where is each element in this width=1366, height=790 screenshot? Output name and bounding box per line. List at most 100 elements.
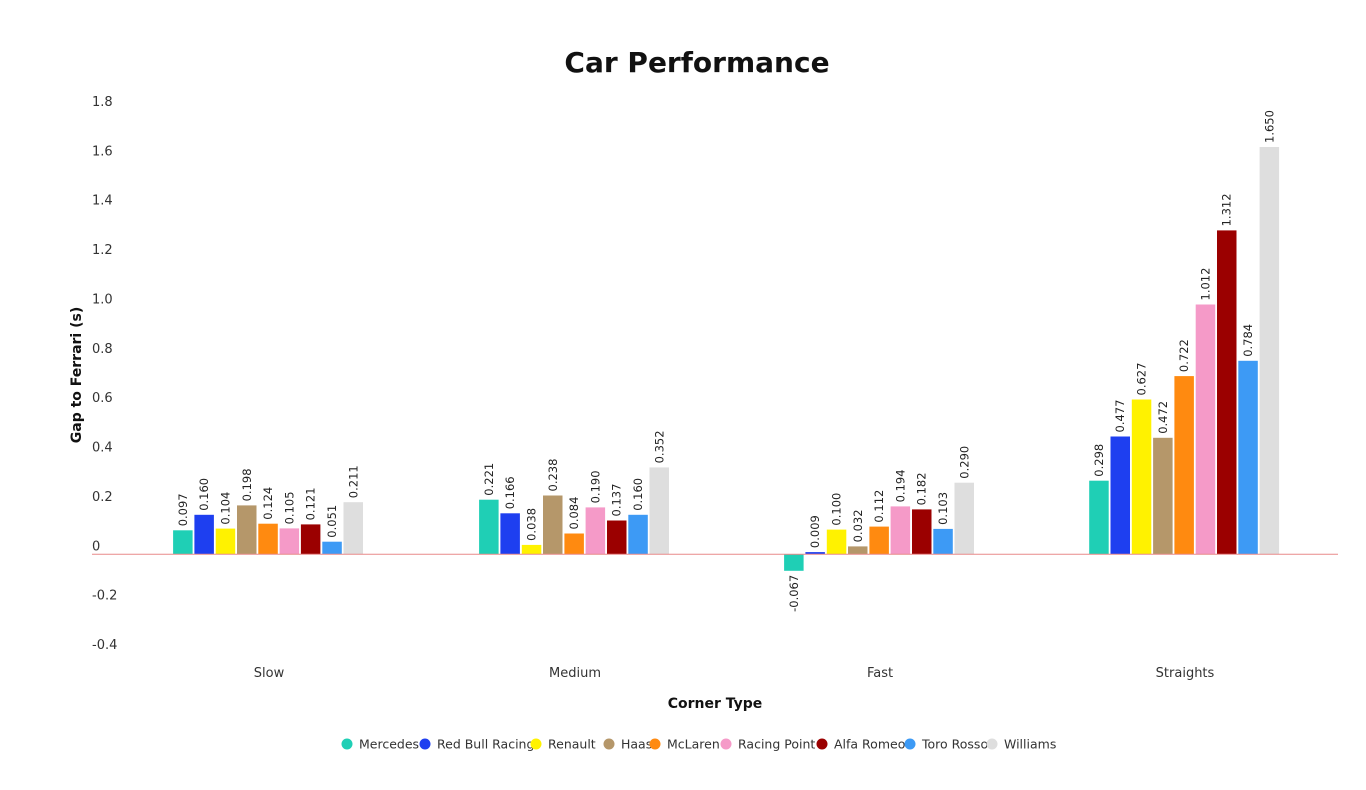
data-label: 0.124 <box>261 487 275 520</box>
x-tick-label: Slow <box>254 666 285 681</box>
data-label: 0.211 <box>346 465 360 498</box>
legend-label: Alfa Romeo <box>834 737 905 752</box>
data-label: 0.104 <box>219 492 233 525</box>
bar <box>343 502 363 555</box>
x-tick-label: Medium <box>549 666 601 681</box>
data-label: 0.182 <box>915 472 929 505</box>
y-tick-label: 0.4 <box>92 441 113 456</box>
y-tick-label: 0.6 <box>92 391 113 406</box>
bar <box>784 554 804 571</box>
data-label: 0.290 <box>957 446 971 479</box>
data-label: 0.722 <box>1177 339 1191 372</box>
legend-item[interactable]: Mercedes <box>341 737 420 752</box>
bar <box>300 524 321 555</box>
data-label: 0.103 <box>936 492 950 525</box>
x-axis-categories: Slow Medium Fast Straights <box>254 666 1215 681</box>
data-label: 0.627 <box>1135 363 1149 396</box>
legend-label: Racing Point <box>738 737 815 752</box>
bar <box>805 552 825 555</box>
data-label: 0.137 <box>610 484 624 517</box>
bar <box>322 541 342 555</box>
bar <box>1195 304 1216 555</box>
legend-label: Haas <box>621 737 652 752</box>
data-label: 0.160 <box>631 478 645 511</box>
legend-item[interactable]: Haas <box>603 737 653 752</box>
legend-item[interactable]: McLaren <box>649 737 720 752</box>
legend-label: McLaren <box>667 737 720 752</box>
legend: Mercedes Red Bull Racing Renault Haas McLare… <box>341 737 1057 752</box>
legend-item[interactable]: Renault <box>530 737 596 752</box>
legend-item[interactable]: Toro Rosso <box>904 737 989 752</box>
data-label: 0.194 <box>893 469 907 502</box>
data-label: 0.084 <box>567 497 581 530</box>
y-tick-label: 0.2 <box>92 490 113 505</box>
chart-title: Car Performance <box>564 46 829 79</box>
bar <box>1110 436 1130 555</box>
bar <box>826 529 847 555</box>
data-label: 0.477 <box>1113 400 1127 433</box>
y-tick-label: 1.8 <box>92 95 113 110</box>
legend-item[interactable]: Williams <box>986 737 1057 752</box>
data-label: 0.121 <box>304 487 318 520</box>
bar <box>1259 147 1280 555</box>
legend-swatch <box>720 738 732 750</box>
y-tick-label: 0 <box>92 539 100 554</box>
data-label: 0.472 <box>1156 401 1170 434</box>
bar <box>1238 360 1258 555</box>
bar <box>628 514 648 555</box>
bar <box>869 526 889 555</box>
x-tick-label: Straights <box>1156 666 1215 681</box>
data-label: 0.100 <box>830 493 844 526</box>
y-tick-label: 1.0 <box>92 292 113 307</box>
data-label: 0.032 <box>851 509 865 542</box>
legend-swatch <box>530 738 542 750</box>
bar <box>848 546 868 555</box>
bar <box>954 482 974 555</box>
data-label: 0.051 <box>325 505 339 538</box>
bar <box>607 520 627 555</box>
legend-label: Toro Rosso <box>921 737 988 752</box>
data-label: 0.198 <box>240 468 254 501</box>
bar <box>649 467 669 555</box>
bar <box>543 495 563 555</box>
legend-label: Red Bull Racing <box>437 737 534 752</box>
legend-swatch <box>419 738 431 750</box>
data-label: 1.312 <box>1220 193 1234 226</box>
bar <box>1153 437 1173 555</box>
legend-item[interactable]: Red Bull Racing <box>419 737 535 752</box>
legend-label: Mercedes <box>359 737 419 752</box>
data-label: 1.012 <box>1198 268 1212 301</box>
data-label: 0.352 <box>652 430 666 463</box>
y-tick-label: -0.2 <box>92 589 117 604</box>
legend-label: Renault <box>548 737 596 752</box>
bar <box>173 530 193 555</box>
data-label: 0.166 <box>503 476 517 509</box>
legend-swatch <box>603 738 615 750</box>
bars <box>173 147 1280 571</box>
legend-swatch <box>986 738 998 750</box>
bar <box>890 506 911 555</box>
legend-swatch <box>904 738 916 750</box>
bar <box>521 544 542 555</box>
data-label: 0.221 <box>482 463 496 496</box>
data-label: 0.784 <box>1241 324 1255 357</box>
bar <box>564 533 584 555</box>
legend-item[interactable]: Racing Point <box>720 737 816 752</box>
bar <box>479 499 499 555</box>
legend-item[interactable]: Alfa Romeo <box>816 737 906 752</box>
y-tick-label: 0.8 <box>92 342 113 357</box>
y-axis-title: Gap to Ferrari (s) <box>69 307 85 443</box>
data-labels: 0.097 0.160 0.104 0.198 0.124 0.105 0.121 0.051… <box>176 110 1276 612</box>
legend-swatch <box>816 738 828 750</box>
y-tick-label: 1.2 <box>92 243 113 258</box>
data-label: 0.190 <box>588 470 602 503</box>
data-label: 0.112 <box>872 490 886 523</box>
bar <box>279 528 300 555</box>
data-label: 0.038 <box>525 508 539 541</box>
bar <box>500 513 520 555</box>
data-label: 0.298 <box>1092 444 1106 477</box>
data-label: 0.105 <box>282 491 296 524</box>
bar <box>1174 376 1194 555</box>
